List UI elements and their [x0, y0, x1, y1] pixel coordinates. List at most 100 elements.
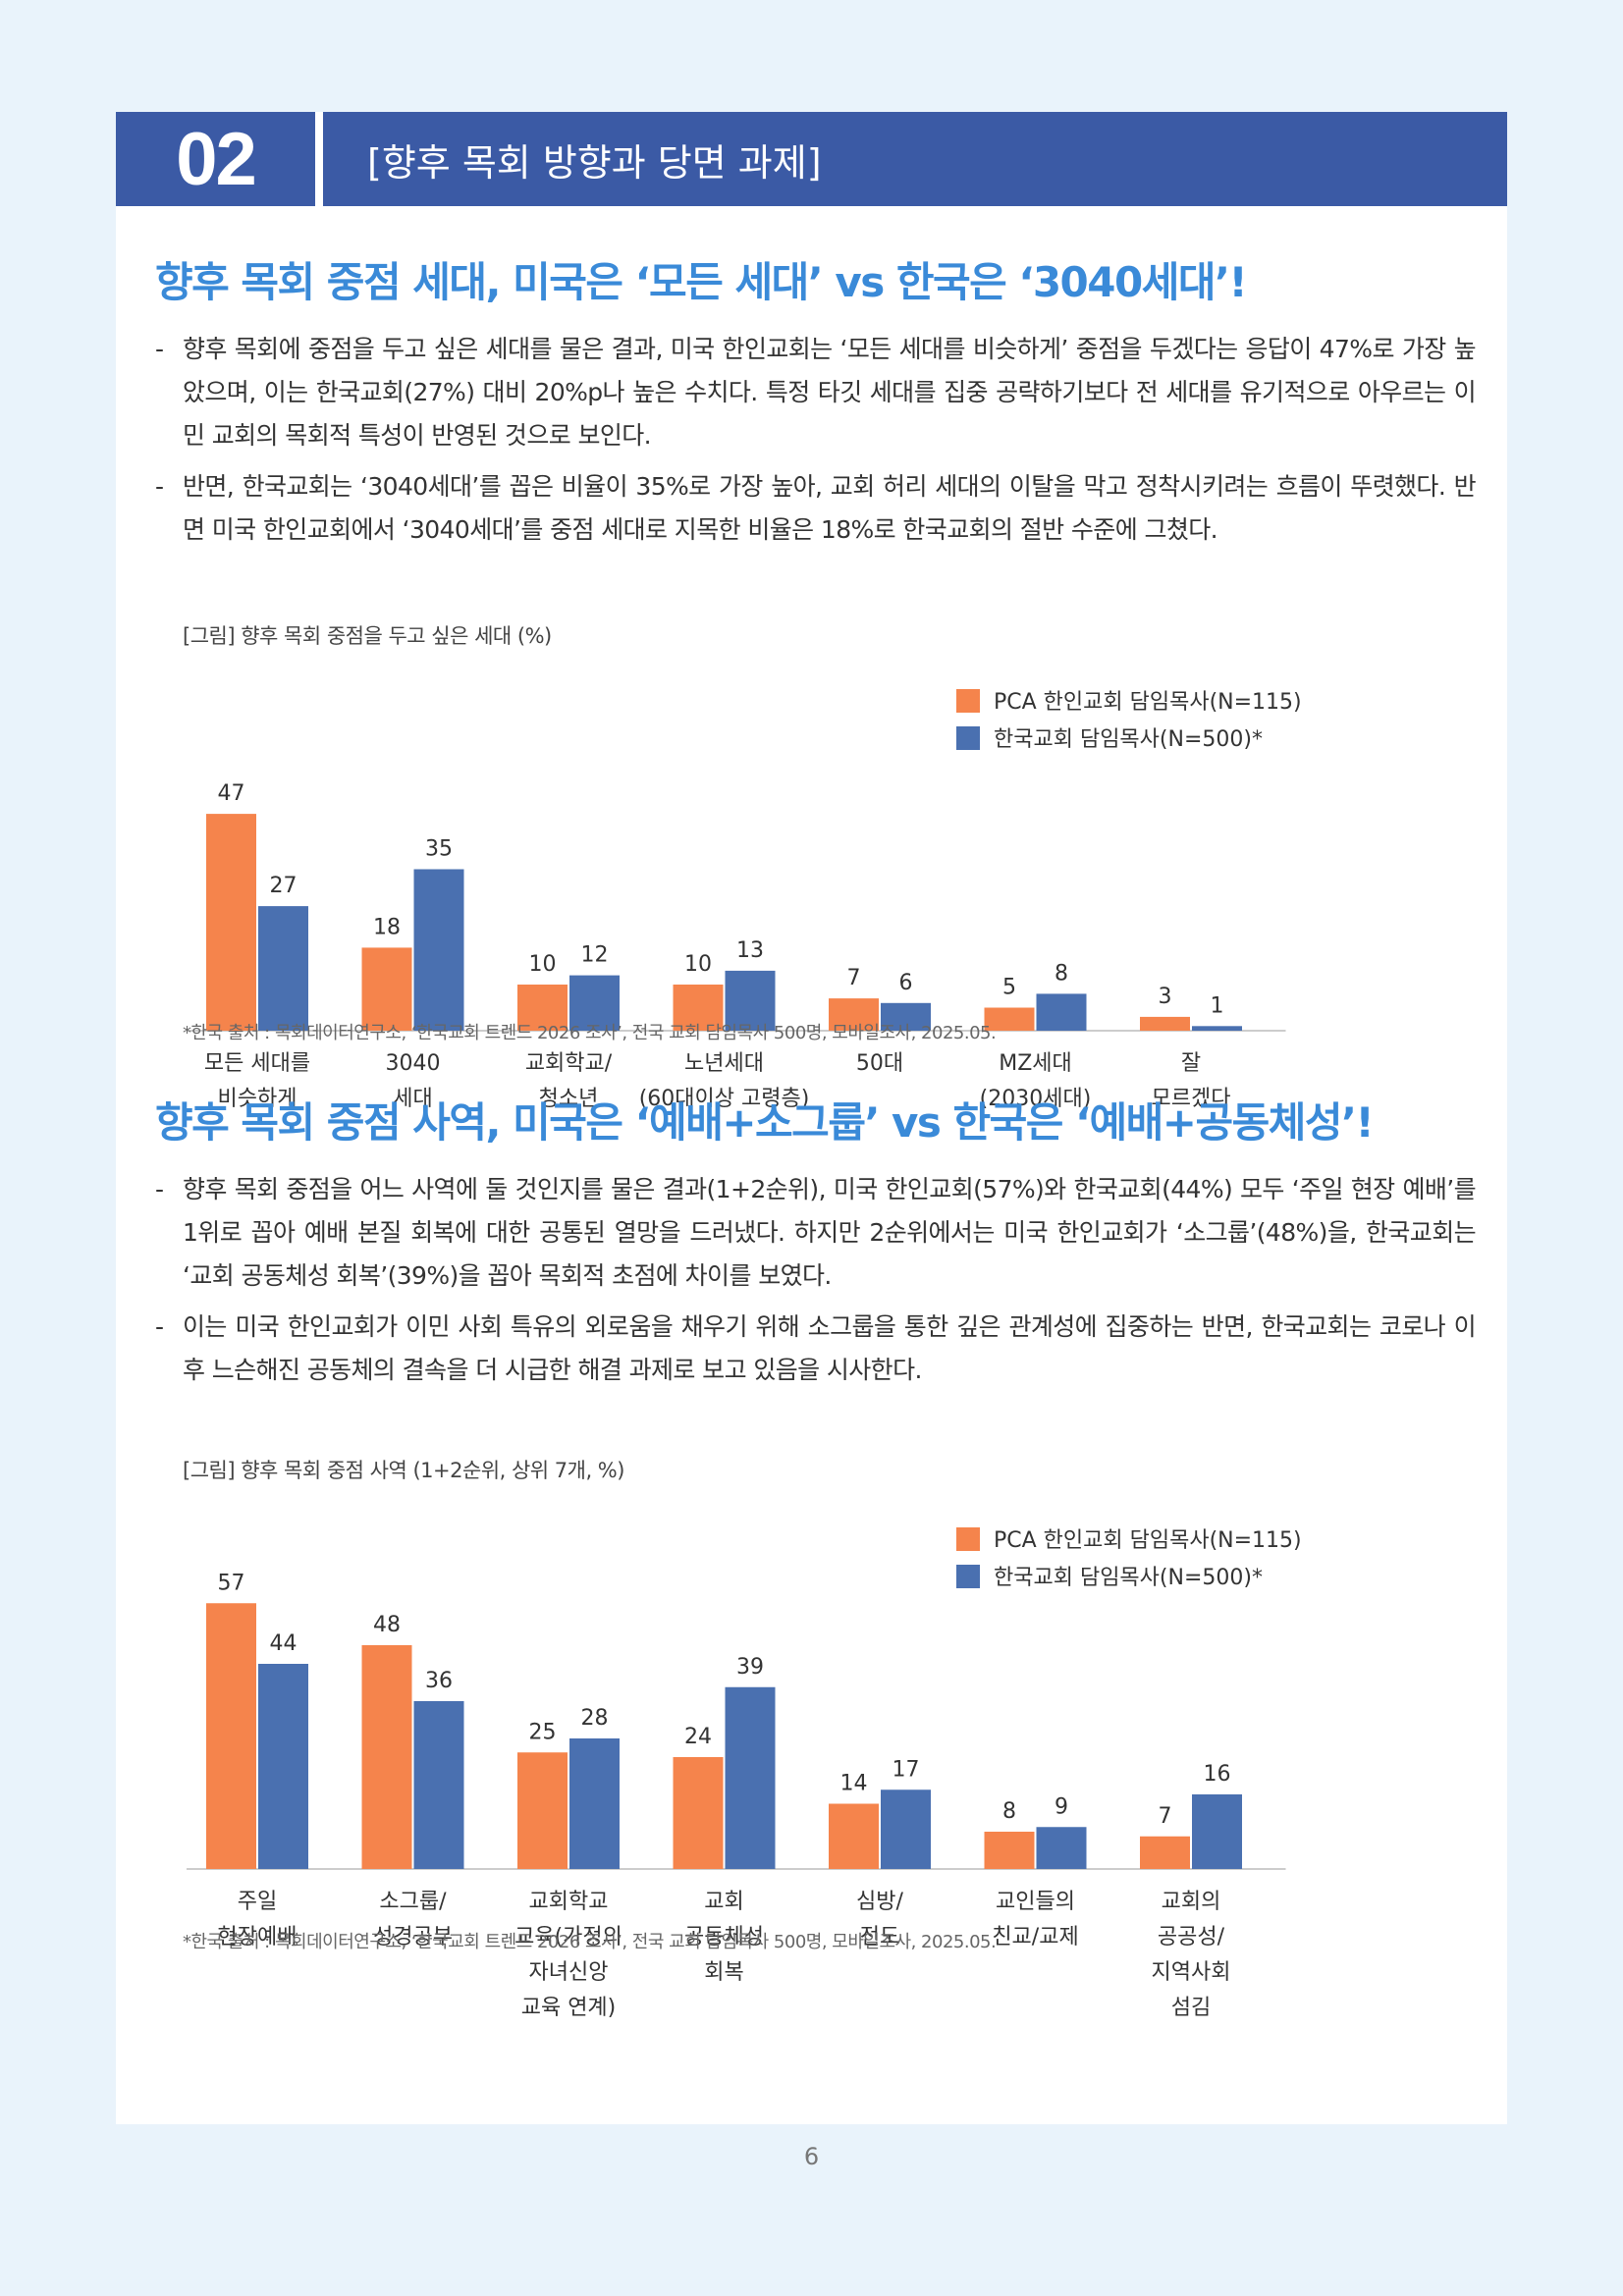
data-label-s0-c6: 3 — [1159, 985, 1172, 1009]
category-label-2-3: 교육 연계) — [521, 1996, 617, 2020]
section1-bullets: 향후 목회에 중점을 두고 싶은 세대를 물은 결과, 미국 한인교회는 ‘모든… — [155, 328, 1477, 560]
bar-s1-c4 — [881, 1002, 931, 1031]
category-label-2-0: 교회학교/ — [525, 1051, 613, 1076]
bar-s0-c1 — [361, 947, 412, 1031]
data-label-s1-c0: 44 — [270, 1631, 298, 1656]
figure1-source: *한국 출처 : 목회데이터연구소, ‘한국교회 트렌드 2026 조사’, 전… — [183, 1023, 997, 1043]
section1-title: 향후 목회 중점 세대, 미국은 ‘모든 세대’ vs 한국은 ‘3040세대’… — [155, 258, 1248, 306]
category-label-4-1: 전도 — [860, 1925, 899, 1949]
bar-s0-c0 — [206, 1603, 256, 1869]
category-label-2-2: 자녀신앙 — [529, 1960, 609, 1985]
data-label-s0-c2: 10 — [529, 952, 557, 977]
chapter-number: 02 — [116, 112, 315, 206]
category-label-2-1: 교육(가정의 — [514, 1925, 622, 1949]
data-label-s1-c2: 28 — [581, 1706, 609, 1731]
data-label-s1-c1: 36 — [425, 1669, 453, 1693]
category-label-6-0: 교회의 — [1162, 1890, 1221, 1914]
figure1-caption: [그림] 향후 목회 중점을 두고 싶은 세대 (%) — [183, 624, 552, 648]
category-label-6-1: 공공성/ — [1158, 1925, 1225, 1949]
data-label-s1-c3: 13 — [736, 938, 764, 963]
category-label-3-0: 노년세대 — [684, 1051, 764, 1076]
legend-swatch-0 — [956, 1527, 980, 1551]
bar-s1-c5 — [1036, 1827, 1087, 1869]
figure2-source: *한국 출처 : 목회데이터연구소, ‘한국교회 트렌드 2026 조사’, 전… — [183, 1932, 997, 1952]
legend-swatch-1 — [956, 1565, 980, 1588]
bar-s1-c3 — [725, 970, 776, 1031]
category-label-0-0: 모든 세대를 — [204, 1051, 310, 1076]
category-label-0-0: 주일 — [238, 1890, 277, 1914]
section1-bullet-1: 향후 목회에 중점을 두고 싶은 세대를 물은 결과, 미국 한인교회는 ‘모든… — [155, 328, 1477, 457]
category-label-4-0: 심방/ — [856, 1890, 903, 1914]
category-label-1-0: 소그룹/ — [379, 1890, 447, 1914]
data-label-s0-c1: 18 — [373, 915, 401, 939]
category-label-0-1: 현장예배 — [218, 1925, 298, 1949]
bar-s0-c0 — [206, 814, 256, 1031]
bar-s1-c4 — [881, 1789, 931, 1869]
figure2-caption: [그림] 향후 목회 중점 사역 (1+2순위, 상위 7개, %) — [183, 1459, 624, 1482]
bar-s0-c2 — [517, 985, 568, 1031]
section2-title: 향후 목회 중점 사역, 미국은 ‘예배+소그룹’ vs 한국은 ‘예배+공동체… — [155, 1098, 1375, 1147]
category-label-3-1: 공동체성 — [684, 1925, 764, 1949]
data-label-s1-c1: 35 — [425, 837, 453, 862]
data-label-s0-c0: 47 — [218, 781, 245, 806]
legend-label-1: 한국교회 담임목사(N=500)* — [994, 1566, 1263, 1590]
bar-s0-c4 — [829, 998, 879, 1031]
data-label-s0-c4: 7 — [847, 966, 861, 990]
category-label-3-1: (60대이상 고령층) — [639, 1087, 810, 1111]
data-label-s1-c6: 1 — [1211, 993, 1224, 1018]
category-label-2-1: 청소년 — [539, 1087, 599, 1111]
data-label-s1-c5: 8 — [1055, 961, 1068, 986]
data-label-s0-c6: 7 — [1159, 1804, 1172, 1829]
bar-s1-c0 — [258, 1664, 308, 1869]
bar-s0-c6 — [1140, 1016, 1190, 1031]
category-label-1-1: 성경공부 — [373, 1925, 453, 1949]
category-label-6-1: 모르겠다 — [1152, 1087, 1231, 1111]
bar-s1-c1 — [413, 1701, 464, 1869]
data-label-s1-c4: 6 — [899, 971, 913, 995]
category-label-6-3: 섬김 — [1171, 1996, 1211, 2020]
data-label-s0-c5: 5 — [1002, 976, 1016, 1000]
category-label-5-1: 친교/교제 — [992, 1925, 1078, 1949]
section2-bullets: 향후 목회 중점을 어느 사역에 둘 것인지를 물은 결과(1+2순위), 미국… — [155, 1168, 1477, 1400]
legend-label-1: 한국교회 담임목사(N=500)* — [994, 727, 1263, 752]
bar-s1-c2 — [569, 975, 620, 1031]
bar-s0-c6 — [1140, 1836, 1190, 1869]
chapter-header: 02 [향후 목회 방향과 당면 과제] — [116, 112, 1507, 206]
data-label-s0-c5: 8 — [1002, 1799, 1016, 1824]
category-label-5-0: 교인들의 — [996, 1890, 1075, 1914]
category-label-5-1: (2030세대) — [980, 1087, 1092, 1111]
category-label-0-1: 비슷하게 — [218, 1087, 298, 1111]
data-label-s0-c1: 48 — [373, 1613, 401, 1637]
data-label-s0-c4: 14 — [840, 1772, 868, 1796]
data-label-s1-c3: 39 — [736, 1655, 764, 1680]
category-label-2-0: 교회학교 — [529, 1890, 609, 1914]
bar-s0-c1 — [361, 1645, 412, 1869]
section2-bullet-1: 향후 목회 중점을 어느 사역에 둘 것인지를 물은 결과(1+2순위), 미국… — [155, 1168, 1477, 1298]
chapter-title: [향후 목회 방향과 당면 과제] — [323, 112, 1507, 206]
legend-label-0: PCA 한인교회 담임목사(N=115) — [994, 690, 1302, 715]
bar-s0-c3 — [673, 985, 724, 1031]
data-label-s1-c2: 12 — [581, 943, 609, 968]
data-label-s0-c0: 57 — [218, 1571, 245, 1595]
category-label-3-2: 회복 — [704, 1960, 743, 1985]
category-label-5-0: MZ세대 — [999, 1051, 1072, 1076]
section2-bullet-2: 이는 미국 한인교회가 이민 사회 특유의 외로움을 채우기 위해 소그룹을 통… — [155, 1306, 1477, 1392]
page-panel: 02 [향후 목회 방향과 당면 과제] 향후 목회 중점 세대, 미국은 ‘모… — [116, 112, 1507, 2124]
data-label-s1-c4: 17 — [893, 1757, 920, 1782]
legend-label-0: PCA 한인교회 담임목사(N=115) — [994, 1528, 1302, 1553]
data-label-s0-c3: 10 — [684, 952, 712, 977]
data-label-s1-c6: 16 — [1204, 1762, 1231, 1787]
bar-s0-c3 — [673, 1757, 724, 1869]
bar-s1-c3 — [725, 1686, 776, 1869]
bar-s0-c5 — [984, 1832, 1035, 1869]
bar-s1-c0 — [258, 906, 308, 1031]
category-label-6-2: 지역사회 — [1152, 1960, 1231, 1985]
bar-s1-c6 — [1192, 1026, 1242, 1031]
data-label-s1-c0: 27 — [270, 874, 298, 898]
bar-s1-c1 — [413, 869, 464, 1031]
page-number: 6 — [803, 2143, 820, 2170]
bar-s0-c4 — [829, 1803, 879, 1869]
bar-s0-c5 — [984, 1007, 1035, 1031]
legend-swatch-0 — [956, 689, 980, 713]
